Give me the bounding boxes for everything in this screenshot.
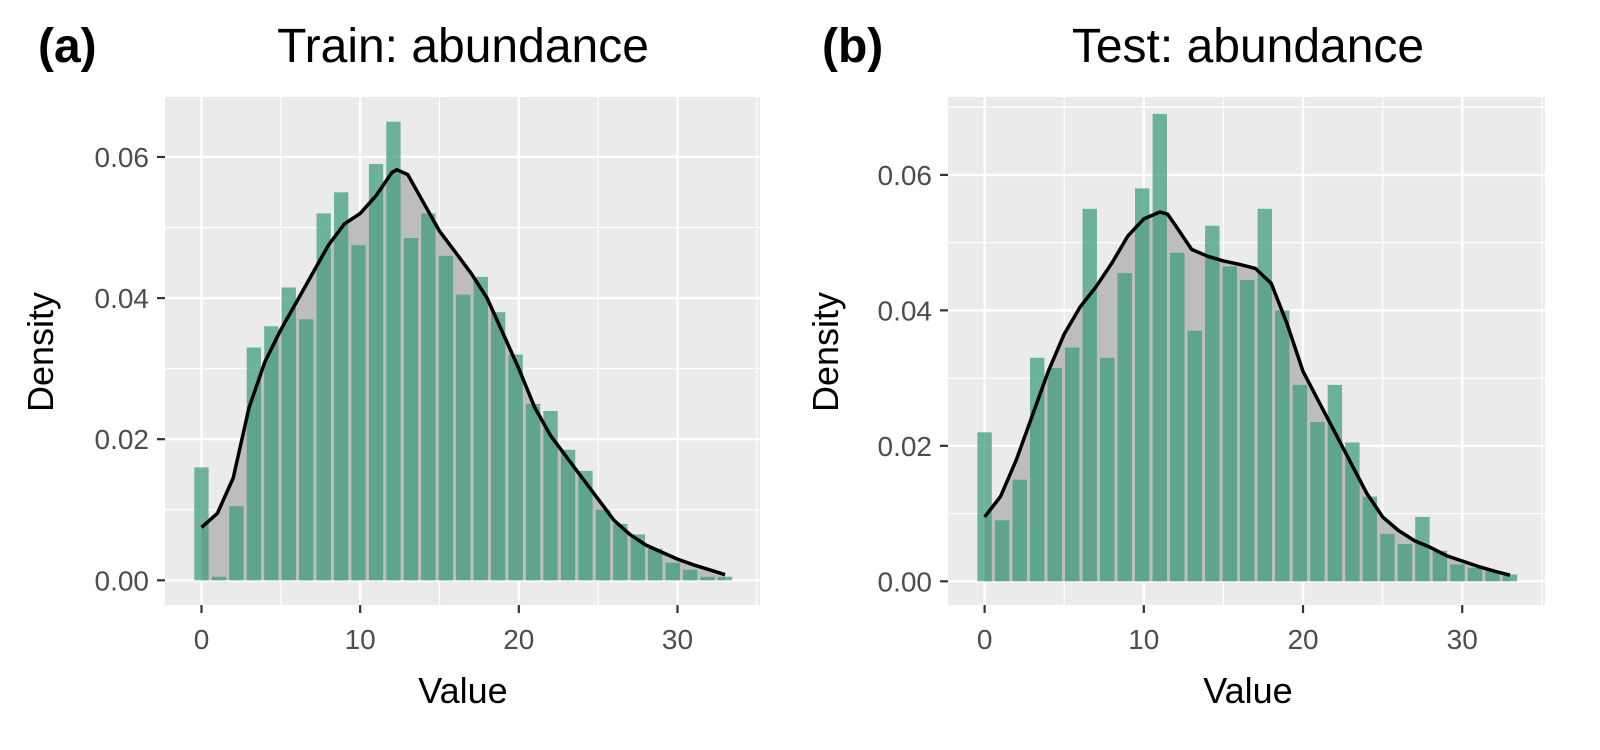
histogram-bar: [456, 294, 471, 581]
chart-b-svg: (b) Test: abundance 0 10 20 300.000.020.040…: [805, 20, 1545, 711]
x-tick-label: 20: [1287, 624, 1318, 655]
bars-a: [194, 121, 733, 581]
y-tick-label: 0.02: [878, 431, 933, 462]
histogram-bar: [211, 576, 227, 581]
histogram-bar: [977, 432, 992, 582]
histogram-bar: [1082, 208, 1097, 582]
histogram-bar: [1397, 544, 1413, 582]
histogram-bar: [281, 287, 296, 581]
histogram-bar: [264, 326, 279, 581]
histogram-bar: [1240, 279, 1255, 582]
histogram-bar: [1310, 422, 1325, 582]
histogram-bar: [1152, 113, 1167, 582]
histogram-bar: [1187, 330, 1202, 582]
chart-title-a: Train: abundance: [277, 20, 649, 73]
y-tick-label: 0.04: [878, 295, 933, 326]
density-line-a: [200, 167, 726, 577]
histogram-bar: [613, 523, 628, 581]
histogram-bar: [1257, 208, 1272, 582]
histogram-bar: [648, 548, 663, 581]
panel-tag-a: (a): [38, 20, 97, 73]
histogram-bar: [1292, 384, 1308, 582]
histogram-bar: [438, 255, 453, 581]
panel-tag-b: (b): [822, 20, 883, 73]
histogram-bar: [1467, 567, 1483, 582]
histogram-bar: [1432, 550, 1448, 582]
y-tick-label: 0.06: [878, 160, 933, 191]
histogram-bar: [403, 238, 419, 581]
histogram-bar: [299, 319, 314, 581]
x-tick-label: 0: [194, 624, 210, 655]
x-tick-label: 10: [1128, 624, 1159, 655]
x-tick-label: 30: [1447, 624, 1478, 655]
histogram-bar: [1117, 273, 1132, 582]
histogram-bar: [229, 506, 244, 581]
histogram-bar: [473, 276, 488, 581]
histogram-bar: [1100, 357, 1115, 582]
y-tick-label: 0.02: [95, 424, 150, 455]
histogram-bar: [700, 576, 715, 581]
histogram-bar: [1485, 571, 1500, 582]
histogram-bar: [1345, 442, 1360, 582]
histogram-bar: [1205, 225, 1220, 582]
histogram-bar: [1135, 188, 1150, 582]
histogram-bar: [683, 569, 698, 581]
histogram-bar: [665, 562, 680, 581]
y-tick-label: 0.06: [95, 142, 150, 173]
histogram-bar: [1275, 310, 1290, 582]
histogram-bar: [1047, 367, 1062, 582]
histogram-bar: [595, 509, 611, 581]
y-tick-label: 0.00: [95, 565, 150, 596]
histogram-bar: [316, 213, 331, 581]
histogram-bar: [421, 213, 436, 581]
histogram-bar: [1327, 384, 1343, 582]
histogram-bar: [1450, 564, 1465, 582]
histogram-bar: [1170, 252, 1185, 582]
x-tick-label: 0: [977, 624, 993, 655]
x-tick-label: 10: [345, 624, 376, 655]
density-line-b: [983, 210, 1511, 577]
x-axis-title-b: Value: [1203, 670, 1292, 711]
histogram-bar: [1380, 533, 1395, 582]
histogram-bar: [1502, 574, 1518, 582]
y-tick-label: 0.00: [878, 566, 933, 597]
histogram-bar: [508, 354, 523, 581]
x-tick-label: 30: [662, 624, 693, 655]
axes-b: 0 10 20 30 0.00 0.02 0.04 0.06: [878, 160, 1478, 655]
y-tick-label: 0.04: [95, 283, 150, 314]
x-tick-label: 20: [503, 624, 534, 655]
histogram-bar: [1415, 516, 1430, 582]
histogram-bar: [578, 470, 593, 581]
axes-a: 0 10 20 30 0.00 0.02 0.04 0.06: [95, 142, 694, 655]
x-axis-title-a: Value: [418, 670, 507, 711]
histogram-bar: [194, 467, 209, 581]
histogram-bar: [630, 534, 645, 581]
histogram-bar: [526, 403, 541, 581]
y-axis-title-a: Density: [20, 292, 61, 412]
histogram-bar: [543, 411, 558, 581]
y-axis-title-b: Density: [805, 292, 846, 412]
histogram-bar: [334, 192, 349, 581]
bars-b: [977, 113, 1518, 582]
histogram-bar: [491, 312, 506, 581]
histogram-bar: [368, 164, 384, 581]
histogram-bar: [1362, 496, 1378, 582]
histogram-bar: [994, 520, 1010, 582]
histogram-bar: [386, 121, 401, 581]
histogram-bar: [351, 245, 366, 581]
histogram-bar: [1222, 266, 1237, 582]
histogram-bar: [1065, 347, 1080, 582]
histogram-bar: [560, 449, 576, 581]
panel-b: (b) Test: abundance 0 10 20 30 0.00 0.02 0.04 0…: [800, 0, 1600, 750]
histogram-bar: [1012, 479, 1027, 582]
panel-a: (a) Train: abundance 0 10 20 30 0.00 0.02 0.04…: [20, 20, 760, 711]
histogram-bar: [717, 576, 733, 581]
chart-title-b: Test: abundance: [1072, 20, 1424, 73]
chart-a-svg: (a) Train: abundance 0 10 20 30 0.00 0.02 0.04…: [20, 20, 760, 711]
